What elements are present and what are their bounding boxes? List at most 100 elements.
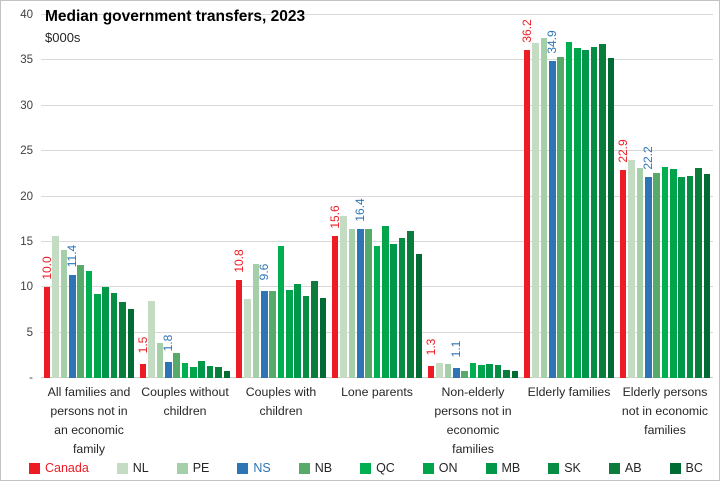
bar-on [286,289,293,378]
bar-ns [68,274,76,378]
bar-group: 10.0 11.4 [40,15,137,378]
bar-on [94,293,101,378]
bar-on [478,365,485,378]
legend-label: PE [192,461,210,475]
legend-swatch [548,462,560,474]
bar-canada [331,236,339,378]
bar-ns [644,176,652,378]
bar-ab [599,44,606,378]
y-tick-label: 25 [20,145,33,158]
y-tick-label: 20 [20,190,33,203]
gridline [41,195,713,197]
bar-pe [60,250,68,378]
bar-canada [523,49,531,378]
legend-item-sk: SK [548,461,581,475]
bar-group: 15.6 16.4 [328,15,425,378]
bar-canada [427,366,435,378]
legend-label: NL [132,461,149,475]
y-tick-label: 10 [20,281,33,294]
value-label: 10.8 [232,249,247,273]
value-label: 16.4 [353,198,368,222]
bar-pe [156,342,164,378]
bar-group: 10.8 9.6 [232,15,329,378]
category-label: Non-elderly persons not in economic fami… [434,385,512,457]
gridline [41,150,713,152]
gridline [41,104,713,106]
value-label: 1.8 [161,334,176,352]
value-label: 22.9 [616,139,631,163]
legend-label: QC [376,461,395,475]
bar-qc [181,362,189,378]
value-label: 11.4 [65,244,80,267]
bar-sk [302,296,310,378]
bar-pe [636,168,644,378]
legend-item-pe: PE [176,461,210,475]
legend-item-canada: Canada [29,461,89,475]
legend-item-on: ON [422,461,458,475]
legend-swatch [176,462,188,474]
y-axis: 40 35 30 25 20 15 10 5 - [1,9,35,384]
value-label: 1.3 [424,338,439,356]
gridline [41,14,713,15]
bar-mb [294,283,302,378]
value-label: 1.1 [449,340,464,358]
bar-qc [661,167,669,378]
legend-label: BC [685,461,703,475]
bar-qc [85,270,93,378]
bar-nb [365,229,372,378]
value-label: 10.0 [40,256,55,280]
legend-swatch [116,462,128,474]
bar-nl [148,300,155,378]
bar-group: 1.5 1.8 [136,15,233,378]
y-tick-label: 40 [20,9,33,21]
bar-bc [511,370,519,378]
bar-bc [223,370,231,378]
bar-bc [703,173,711,378]
bar-ab [215,367,222,378]
bar-pe [540,37,548,378]
legend-swatch [360,462,372,474]
bar-canada [43,287,51,378]
legend-item-ab: AB [608,461,642,475]
bar-ns [356,229,364,378]
bar-nl [532,43,539,378]
legend-swatch [29,462,40,474]
y-tick-label: 15 [20,235,33,248]
x-axis-labels: All families and persons not in an econo… [41,383,713,459]
legend-swatch [422,462,434,474]
bar-nb [653,172,660,378]
legend-item-nl: NL [116,461,149,475]
bar-nl [340,216,347,378]
bar-ab [119,301,126,378]
category-label: Lone parents [341,385,413,399]
bar-mb [486,364,494,378]
bar-pe [348,229,356,378]
bar-group: 36.2 34.9 [520,15,617,378]
bar-mb [390,243,398,378]
bar-canada [619,170,627,378]
category-label: All families and persons not in an econo… [47,385,131,457]
bar-nl [436,362,443,378]
legend-item-nb: NB [298,461,332,475]
value-label: 1.5 [136,337,151,354]
bar-on [574,47,581,378]
bar-group: 1.3 1.1 [424,15,521,378]
legend-label: ON [438,461,458,475]
bar-nb [461,370,468,378]
legend-label: MB [501,461,521,475]
bar-canada [235,280,243,378]
legend-label: NS [253,461,271,475]
bar-nb [173,352,180,378]
bar-pe [444,364,452,378]
legend-swatch [237,462,249,474]
bar-ab [503,369,510,378]
bar-bc [415,253,423,378]
bar-groups: 10.0 11.4 1.5 1.8 10.8 9.6 15.6 16.4 1.3 1.1 36.2 3… [40,15,713,378]
bar-bc [127,309,135,378]
value-label: 34.9 [545,30,560,54]
bar-sk [686,175,694,378]
bar-on [382,226,389,378]
bar-qc [469,363,477,378]
bar-ns [260,290,268,378]
bar-on [190,367,197,378]
